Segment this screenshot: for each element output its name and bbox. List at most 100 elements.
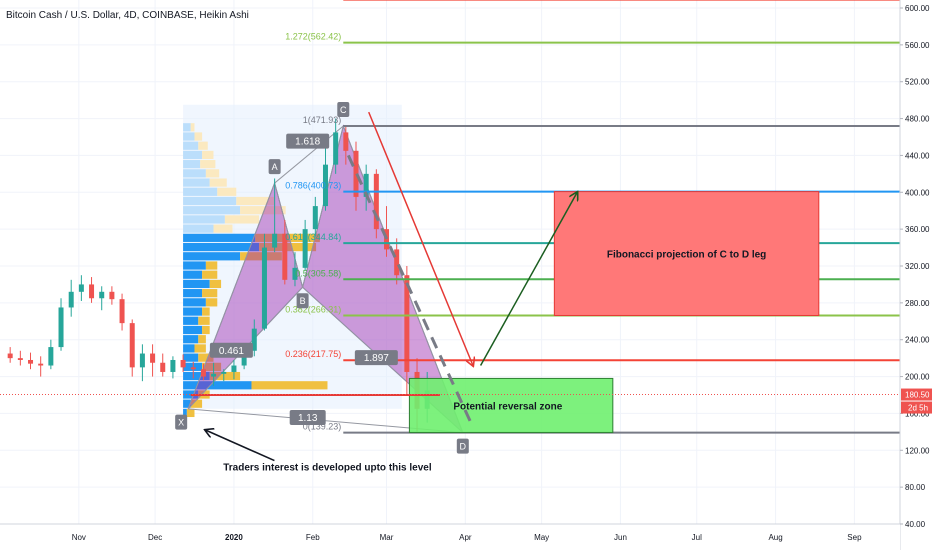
price-tick-label: 160.00 <box>905 409 930 418</box>
fib-level-label: 0(139.23) <box>303 422 342 432</box>
volume-profile-bar-down <box>236 196 275 206</box>
price-tick-label: 40.00 <box>905 520 926 529</box>
pattern-ratio-badge <box>209 342 253 358</box>
price-axis-bg <box>900 0 932 550</box>
volume-profile-bar-up <box>183 233 256 242</box>
projection-box <box>553 191 820 316</box>
candle-body <box>160 362 166 372</box>
candle-body <box>129 323 135 368</box>
volume-profile-bar-down <box>190 123 195 132</box>
volume-profile-bar-up <box>183 178 210 187</box>
volume-profile-bar-down <box>209 371 241 381</box>
traders-note-arrow <box>205 430 275 462</box>
price-axis[interactable]: 40.00 80.00 120.00 160.00 200.00 240.00 280.00… <box>899 0 932 550</box>
volume-profile-bar-up <box>183 261 206 270</box>
candle-body <box>231 365 237 372</box>
pattern-point-label: B <box>300 296 306 306</box>
pattern-point-badge <box>296 293 309 309</box>
volume-profile-bar-up <box>183 160 201 169</box>
candle-body <box>363 173 369 197</box>
green-up-arrow <box>479 192 578 366</box>
red-down-arrow <box>368 111 473 365</box>
price-tick-label: 200.00 <box>905 373 930 382</box>
volume-profile-bar-up <box>183 270 203 279</box>
pattern-point-label: D <box>460 442 467 452</box>
candle-body <box>68 291 74 308</box>
price-tick-label: 240.00 <box>905 336 930 345</box>
price-tick-label: 360.00 <box>905 225 930 234</box>
fib-level-label: 0.618(344.84) <box>285 232 341 242</box>
volume-profile-bar-down <box>202 150 214 160</box>
fib-level-label: 0.5(305.58) <box>295 268 341 278</box>
candle-body <box>89 284 95 299</box>
pattern-ratio-badge <box>286 133 330 149</box>
pattern-ratio-label: 1.13 <box>298 413 318 424</box>
candle-body <box>292 267 298 280</box>
time-tick-label: May <box>534 533 549 542</box>
volume-profile-bar-down <box>205 169 220 178</box>
candle-body <box>78 284 84 292</box>
pattern-point-label: X <box>178 418 184 428</box>
volume-profile-bar-up <box>183 371 210 381</box>
volume-profile-bar-down <box>205 298 218 307</box>
volume-profile-bar-down <box>259 242 317 252</box>
volume-profile-bar-up <box>183 362 203 371</box>
volume-profile-bar-up <box>183 353 199 362</box>
pattern-point-badge <box>268 159 281 175</box>
pattern-ratio-badge <box>289 410 326 426</box>
reversal-zone-box <box>408 377 614 434</box>
candle-body <box>180 359 186 368</box>
fib-level-label: 1(471.93) <box>303 115 342 125</box>
fib-level-label: 0.236(217.75) <box>285 349 341 359</box>
annotations-layer: Fibonacci projection of C to D leg Potent… <box>0 102 900 474</box>
candle-body <box>404 275 410 372</box>
volume-profile-bar-down <box>198 353 214 362</box>
fib-level-label: 1.272(562.42) <box>285 32 341 42</box>
candle-body <box>221 371 227 374</box>
volume-profile-bar-down <box>209 178 227 187</box>
price-tick-label: 440.00 <box>905 151 930 160</box>
price-tick-label: 80.00 <box>905 483 926 492</box>
candles-layer <box>7 118 430 433</box>
volume-profile-bar-up <box>183 335 199 344</box>
volume-profile-bar-up <box>183 381 252 390</box>
candle-body <box>190 367 196 370</box>
volume-profile-bar-up <box>183 141 199 150</box>
candle-body <box>109 291 115 300</box>
time-tick-label: Aug <box>768 533 782 542</box>
price-tick-label: 480.00 <box>905 115 930 124</box>
volume-profile-bar-down <box>240 206 286 215</box>
candle-body <box>261 247 267 329</box>
candle-body <box>353 150 359 197</box>
price-tick-label: 600.00 <box>905 4 930 13</box>
volume-profile-bar-down <box>202 270 218 279</box>
pattern-point-badge <box>175 414 188 430</box>
projection-box-label: Fibonacci projection of C to D leg <box>607 250 766 261</box>
candle-body <box>150 353 156 363</box>
price-tick-label: 560.00 <box>905 41 930 50</box>
candle-body <box>343 132 349 151</box>
volume-profile-bar-up <box>183 279 210 289</box>
candle-body <box>119 299 125 324</box>
time-tick-label: Sep <box>847 533 862 542</box>
price-tick-label: 400.00 <box>905 188 930 197</box>
last-price-value: 180.50 <box>905 391 930 400</box>
candle-body <box>38 363 44 366</box>
candle-body <box>384 229 390 250</box>
time-axis[interactable]: Nov Dec 2020 Feb Mar Apr May Jun Jul Aug Sep <box>0 523 900 550</box>
volume-profile-bar-down <box>217 187 237 196</box>
volume-profile-bar-down <box>202 362 222 371</box>
volume-profile-bar-up <box>183 242 260 252</box>
volume-profile-bar-up <box>183 298 206 307</box>
volume-profile-bar-down <box>209 279 222 289</box>
volume-profile-bar-up <box>183 123 191 132</box>
volume-profile-bar-down <box>205 261 218 270</box>
candle-body <box>241 350 247 366</box>
last-price-badge <box>901 388 932 401</box>
candle-body <box>99 291 105 299</box>
candle-body <box>302 229 308 268</box>
price-tick-label: 320.00 <box>905 262 930 271</box>
volume-profile-bar-up <box>183 132 195 141</box>
chart-title: Bitcoin Cash / U.S. Dollar, 4D, COINBASE… <box>6 10 249 21</box>
